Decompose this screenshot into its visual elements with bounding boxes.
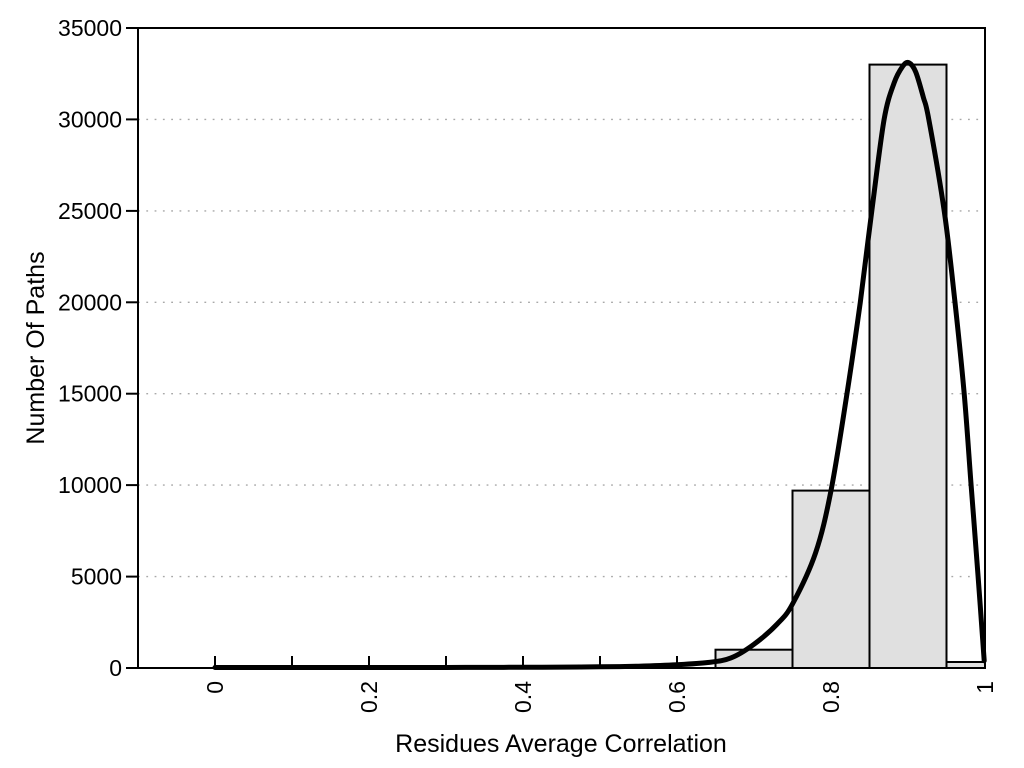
x-axis-title: Residues Average Correlation [395,730,727,758]
x-tick-label: 0.2 [356,681,382,713]
plot-border [137,27,986,669]
y-tick-label: 0 [109,655,122,681]
y-tick-label: 30000 [58,106,122,132]
y-tick-label: 25000 [58,198,122,224]
y-tick-label: 10000 [58,472,122,498]
y-tick-label: 5000 [71,564,122,590]
x-tick-label: 0.6 [664,681,690,713]
x-tick-label: 0.4 [510,681,536,713]
y-tick-label: 35000 [58,15,122,41]
x-tick-label: 1 [972,681,998,694]
x-tick-label: 0 [202,681,228,694]
x-tick-label: 0.8 [818,681,844,713]
plot-area: 0 5000 10000 15000 20000 25000 30000 35000 0 0.2 0… [58,15,998,713]
y-axis-title: Number Of Paths [22,251,50,444]
y-tick-label: 15000 [58,381,122,407]
y-tick-label: 20000 [58,289,122,315]
